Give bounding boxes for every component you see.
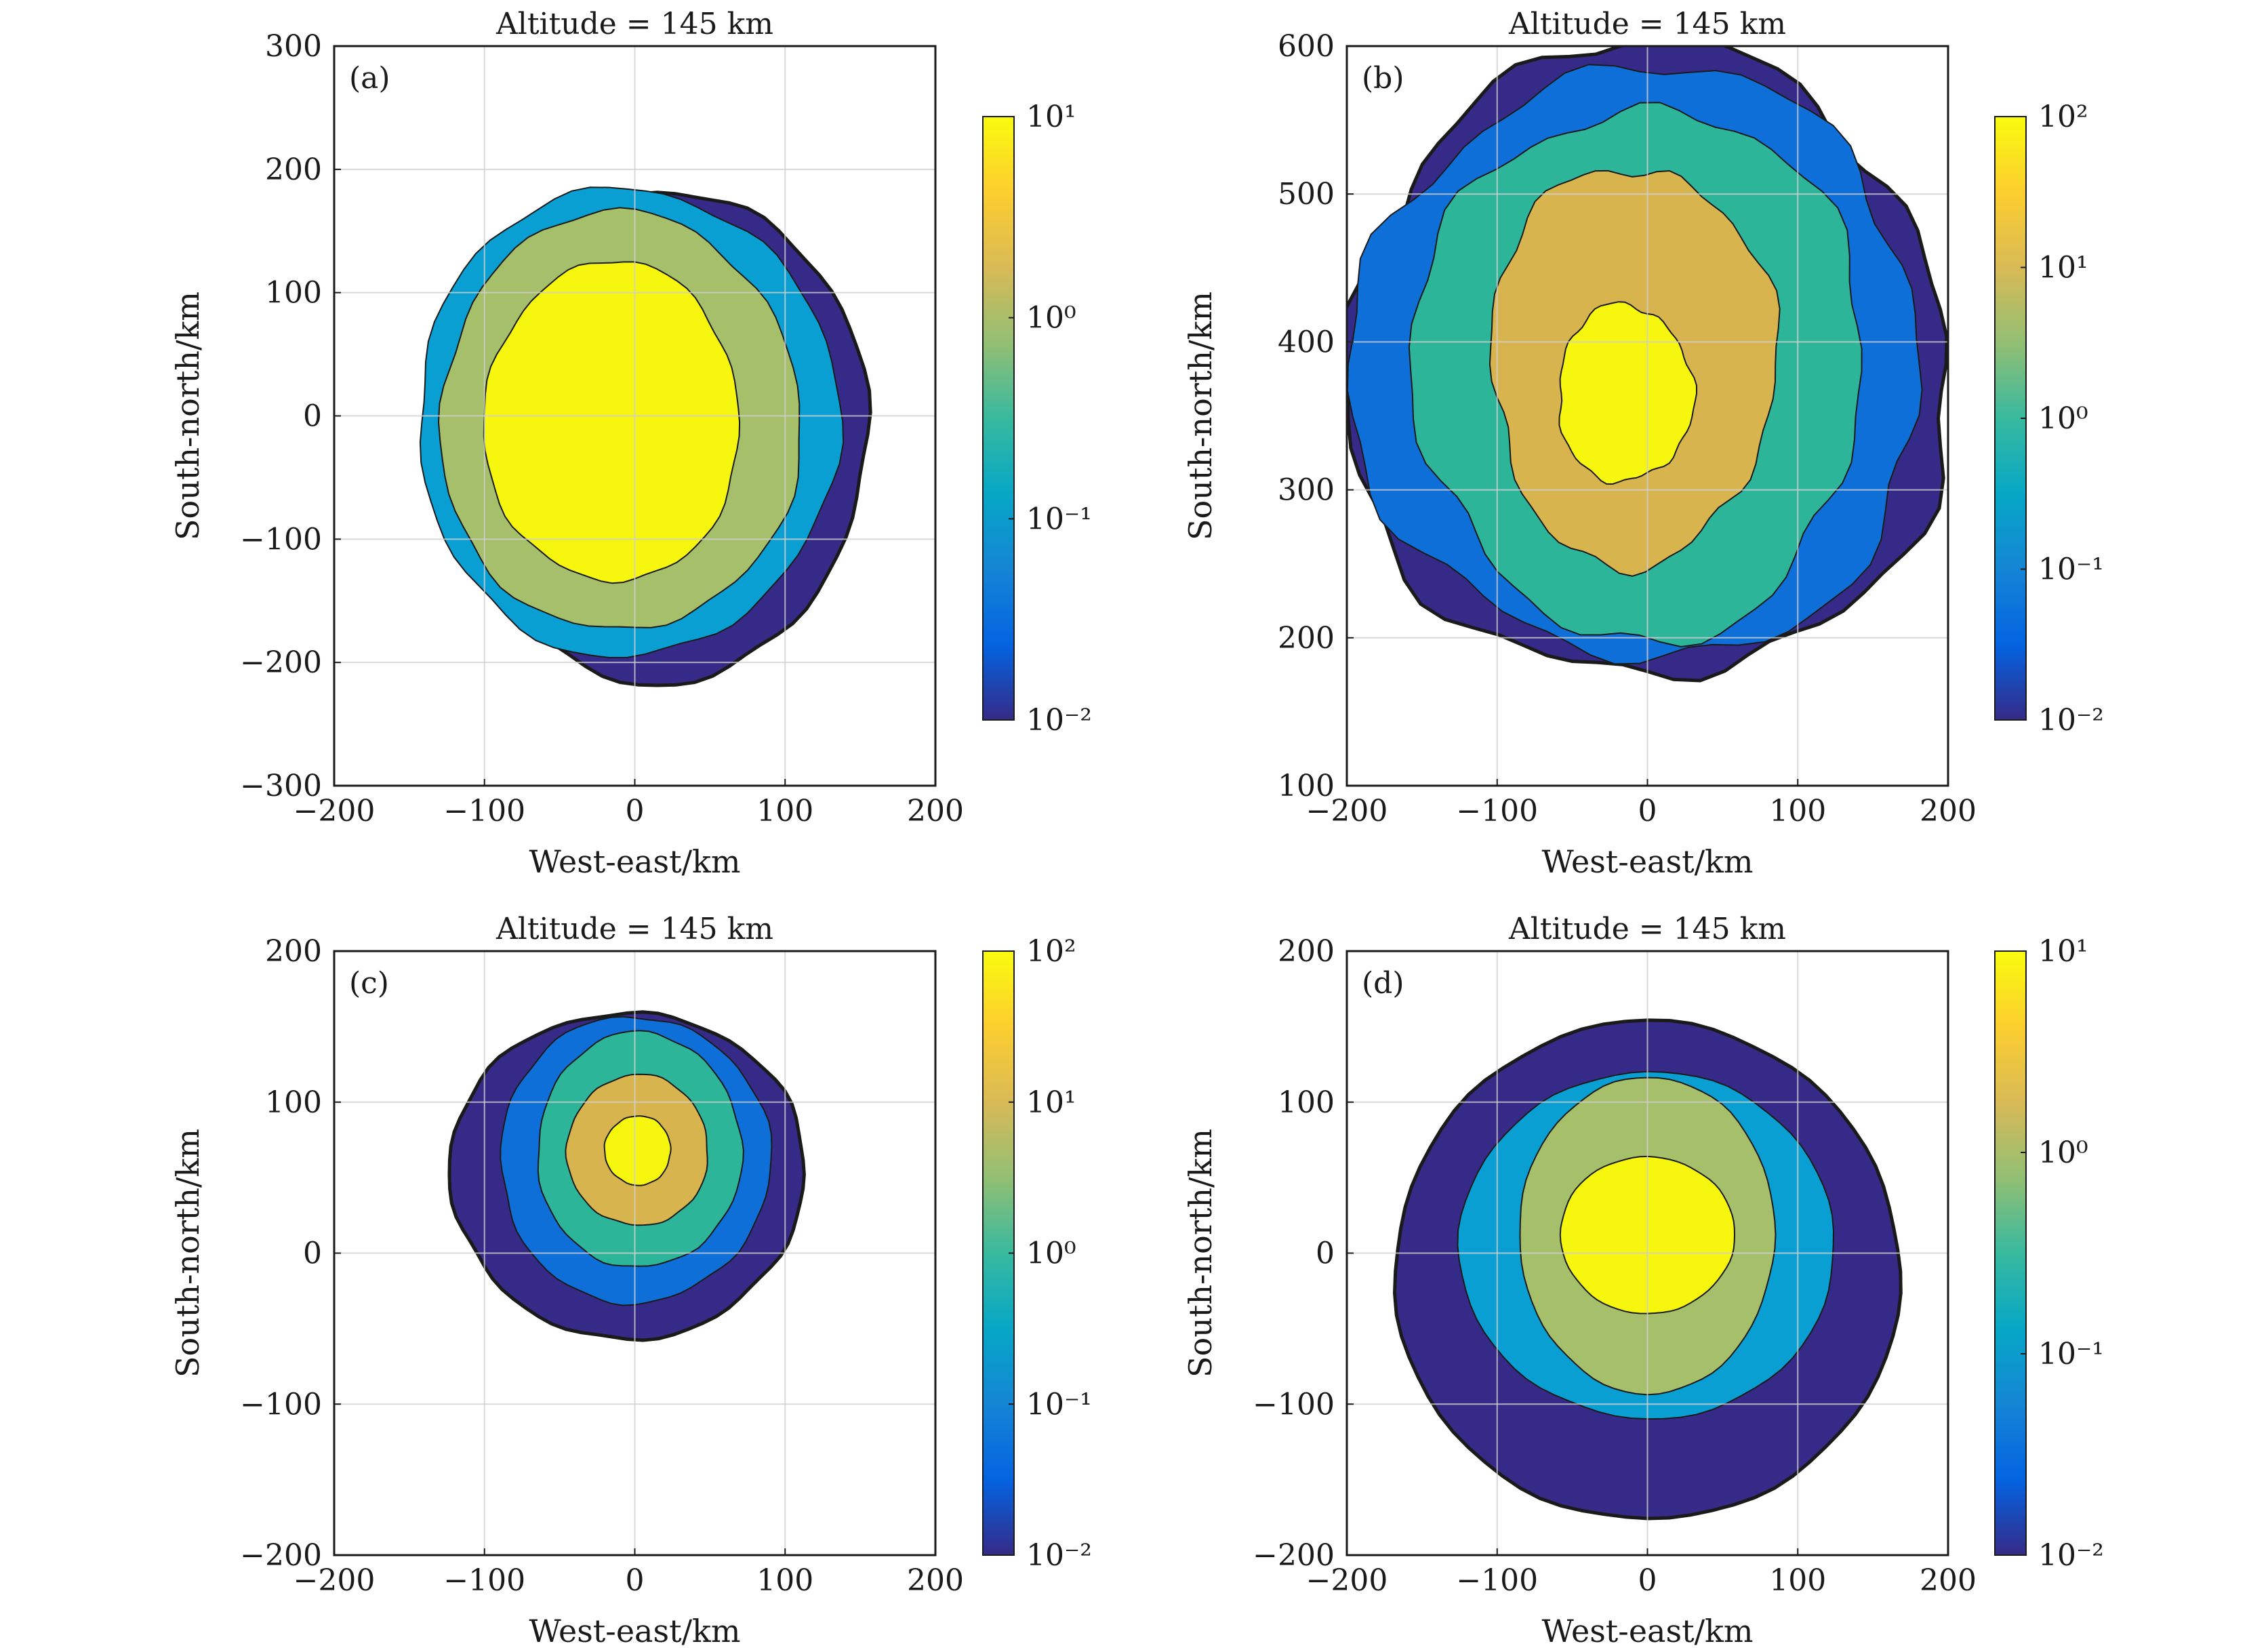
x-tick-label: −200 [293, 1563, 376, 1598]
y-tick-label: −300 [240, 769, 322, 803]
y-tick-label: 0 [1316, 1237, 1335, 1271]
x-tick-label: 200 [1920, 794, 1977, 828]
panel-c: −200 −100 0 100 200 200 100 0 −100 −200 Altitude =… [169, 912, 1092, 1648]
panel-label: (b) [1362, 61, 1404, 96]
colorbar-label: 10⁻² [2038, 703, 2104, 738]
x-axis-label: West-east/km [529, 843, 740, 880]
x-tick-label: 100 [756, 1563, 813, 1598]
colorbar-label: 10⁻¹ [1026, 502, 1092, 536]
y-tick-label: −100 [240, 522, 322, 557]
colorbar-label: 10⁰ [1026, 301, 1076, 336]
contour-layers [447, 1010, 806, 1342]
y-tick-label: 100 [1278, 769, 1335, 803]
y-tick-label: 400 [1278, 325, 1335, 359]
panel-b: −200 −100 0 100 200 600 500 400 300 200 100 Altitud… [1182, 7, 2104, 880]
x-tick-label: 0 [1638, 794, 1657, 828]
panel-title: Altitude = 145 km [1508, 7, 1786, 41]
x-axis-label: West-east/km [529, 1613, 740, 1648]
y-tick-label: −200 [1253, 1538, 1335, 1573]
colorbar-label: 10² [1026, 934, 1076, 969]
colorbar-label: 10⁻¹ [2038, 552, 2104, 587]
y-tick-label: 200 [265, 934, 322, 969]
y-tick-label: −100 [1253, 1387, 1335, 1422]
x-tick-label: 200 [907, 794, 964, 828]
contour-layers [419, 186, 872, 687]
colorbar-label: 10⁻² [1026, 703, 1092, 738]
panel-title: Altitude = 145 km [495, 7, 773, 41]
x-tick-label: 100 [1769, 1563, 1826, 1598]
y-tick-label: −200 [240, 645, 322, 680]
colorbar [982, 116, 1015, 721]
colorbar-label: 10¹ [1026, 100, 1076, 134]
colorbar-label: 10¹ [1026, 1085, 1076, 1120]
colorbar-label: 10⁰ [2038, 401, 2088, 436]
x-tick-label: −100 [443, 1563, 525, 1598]
panel-d: −200 −100 0 100 200 200 100 0 −100 −200 Altitude =… [1182, 912, 2104, 1648]
colorbar-label: 10⁻¹ [1026, 1387, 1092, 1422]
y-tick-label: 300 [265, 29, 322, 64]
x-tick-label: −100 [1456, 794, 1538, 828]
y-axis-label: South-north/km [169, 1129, 206, 1378]
contour-level-100 [603, 1115, 672, 1186]
contour-level-100 [1558, 301, 1697, 485]
x-tick-label: −100 [1456, 1563, 1538, 1598]
colorbar-label: 10⁰ [2038, 1135, 2088, 1170]
panel-label: (d) [1362, 966, 1404, 1001]
x-tick-label: −200 [1306, 794, 1388, 828]
colorbar-label: 10² [2038, 100, 2088, 134]
x-tick-label: −200 [293, 794, 376, 828]
y-axis-label: South-north/km [1182, 1129, 1219, 1378]
y-tick-label: 100 [1278, 1085, 1335, 1120]
x-tick-label: −200 [1306, 1563, 1388, 1598]
colorbar [1994, 950, 2027, 1556]
y-tick-label: −200 [240, 1538, 322, 1573]
panel-a: −200 −100 0 100 2003002001000−100−200−300Alt… [169, 7, 1092, 880]
colorbar-label: 10⁰ [1026, 1237, 1076, 1271]
colorbar-label: 10¹ [2038, 934, 2088, 969]
x-axis-label: West-east/km [1541, 843, 1753, 880]
y-tick-label: −100 [240, 1387, 322, 1422]
x-tick-label: 0 [626, 1563, 645, 1598]
y-tick-label: 600 [1278, 29, 1335, 64]
x-tick-label: 200 [907, 1563, 964, 1598]
y-tick-label: 500 [1278, 177, 1335, 212]
x-tick-label: 100 [756, 794, 813, 828]
colorbar-label: 10⁻² [2038, 1538, 2104, 1573]
y-axis-label: South-north/km [169, 292, 206, 540]
y-tick-label: 100 [265, 276, 322, 310]
panel-label: (a) [349, 61, 390, 96]
y-tick-label: 200 [1278, 621, 1335, 656]
x-tick-label: 0 [626, 794, 645, 828]
y-tick-label: 200 [1278, 934, 1335, 969]
colorbar-label: 10⁻¹ [2038, 1337, 2104, 1371]
panel-title: Altitude = 145 km [495, 912, 773, 946]
y-tick-label: 0 [303, 1237, 322, 1271]
colorbar-label: 10⁻² [1026, 1538, 1092, 1573]
y-tick-label: 200 [265, 153, 322, 187]
x-tick-label: −100 [443, 794, 525, 828]
y-tick-label: 300 [1278, 473, 1335, 508]
x-tick-label: 100 [1769, 794, 1826, 828]
panel-label: (c) [349, 966, 389, 1001]
x-axis-label: West-east/km [1541, 1613, 1753, 1648]
y-axis-label: South-north/km [1182, 292, 1219, 540]
x-tick-label: 200 [1920, 1563, 1977, 1598]
colorbar-label: 10¹ [2038, 251, 2088, 285]
y-tick-label: 100 [265, 1085, 322, 1120]
panel-title: Altitude = 145 km [1508, 912, 1786, 946]
x-tick-label: 0 [1638, 1563, 1657, 1598]
y-tick-label: 0 [303, 399, 322, 434]
